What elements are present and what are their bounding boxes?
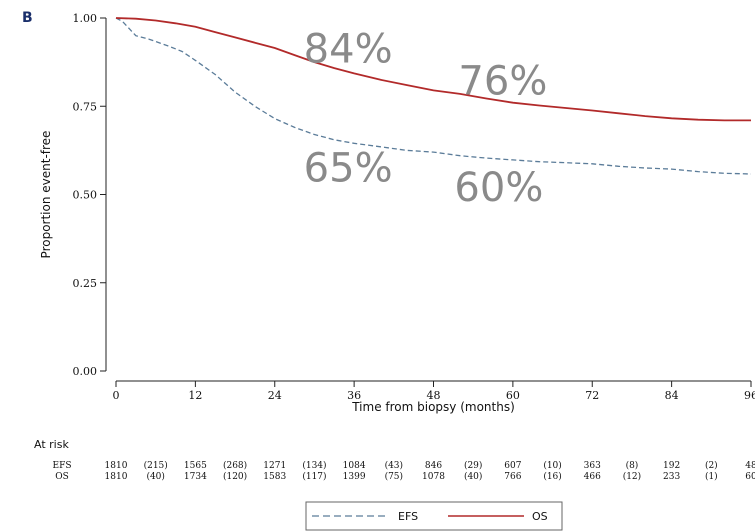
y-tick-label: 1.00 — [73, 12, 98, 25]
at-risk-value: 846 — [425, 461, 442, 471]
at-risk-value: 48 — [745, 461, 755, 471]
x-tick-label: 72 — [585, 389, 599, 402]
at-risk-value: (40) — [146, 471, 164, 482]
at-risk-table: At risk EFS 1810 (215) 1565 (268) 1271 (134) 108… — [34, 438, 755, 482]
y-tick-label: 0.50 — [73, 189, 98, 202]
at-risk-value: (120) — [223, 471, 247, 482]
at-risk-value: (8) — [626, 460, 639, 471]
at-risk-value: 466 — [584, 472, 601, 482]
x-tick-label: 60 — [506, 389, 520, 402]
y-tick-label: 0.25 — [73, 277, 98, 290]
at-risk-value: 1565 — [184, 461, 207, 471]
legend-label-os: OS — [532, 510, 548, 523]
at-risk-value: 766 — [504, 472, 521, 482]
at-risk-row-label: OS — [55, 472, 69, 482]
at-risk-value: 233 — [663, 472, 680, 482]
at-risk-value: (43) — [385, 460, 403, 471]
at-risk-value: (2) — [705, 460, 718, 471]
at-risk-value: 363 — [584, 461, 601, 471]
annotation-label: 76% — [458, 59, 547, 105]
series-line-efs — [115, 17, 752, 175]
at-risk-value: 1734 — [184, 472, 207, 482]
y-tick-label: 0.00 — [73, 365, 98, 378]
x-tick-label: 48 — [427, 389, 441, 402]
at-risk-value: (75) — [385, 471, 403, 482]
annotation-label: 65% — [304, 146, 393, 192]
x-tick-label: 84 — [665, 389, 679, 402]
legend: EFS OS — [305, 501, 563, 531]
at-risk-value: 1583 — [263, 472, 286, 482]
x-tick-label: 12 — [188, 389, 202, 402]
at-risk-value: 1810 — [105, 472, 128, 482]
at-risk-value: 60 — [745, 472, 755, 482]
y-axis: 0.00 0.25 0.50 0.75 1.00 — [73, 12, 107, 378]
at-risk-value: (134) — [302, 460, 326, 471]
annotation-label: 84% — [304, 26, 393, 72]
at-risk-value: 1271 — [263, 461, 286, 471]
at-risk-value: (215) — [144, 460, 168, 471]
at-risk-value: (40) — [464, 471, 482, 482]
x-tick-label: 36 — [347, 389, 361, 402]
annotation-label: 60% — [454, 165, 543, 211]
y-tick-label: 0.75 — [73, 100, 98, 113]
annotations: 84% 76% 65% 60% — [304, 26, 548, 211]
at-risk-value: (268) — [223, 460, 247, 471]
at-risk-value: (10) — [543, 460, 561, 471]
at-risk-value: (1) — [705, 471, 718, 482]
at-risk-value: 192 — [663, 461, 680, 471]
at-risk-value: (117) — [302, 471, 326, 482]
legend-label-efs: EFS — [398, 510, 418, 523]
series-line-os — [115, 17, 751, 122]
at-risk-value: 1810 — [105, 461, 128, 471]
panel-label: B — [22, 10, 33, 26]
at-risk-heading: At risk — [34, 438, 69, 451]
x-tick-label: 96 — [744, 389, 755, 402]
y-axis-title: Proportion event-free — [39, 131, 53, 259]
at-risk-value: 1084 — [343, 461, 366, 471]
at-risk-value: (12) — [623, 471, 641, 482]
at-risk-value: 607 — [504, 461, 521, 471]
series-lines — [115, 17, 752, 175]
at-risk-value: (29) — [464, 460, 482, 471]
at-risk-value: 1399 — [343, 472, 366, 482]
x-tick-label: 24 — [268, 389, 282, 402]
x-axis: 0 12 24 36 48 60 72 84 96 — [113, 380, 755, 402]
at-risk-value: 1078 — [422, 472, 445, 482]
x-axis-title: Time from biopsy (months) — [351, 400, 515, 414]
at-risk-row-label: EFS — [53, 461, 72, 471]
x-tick-label: 0 — [113, 389, 120, 402]
at-risk-value: (16) — [543, 471, 561, 482]
